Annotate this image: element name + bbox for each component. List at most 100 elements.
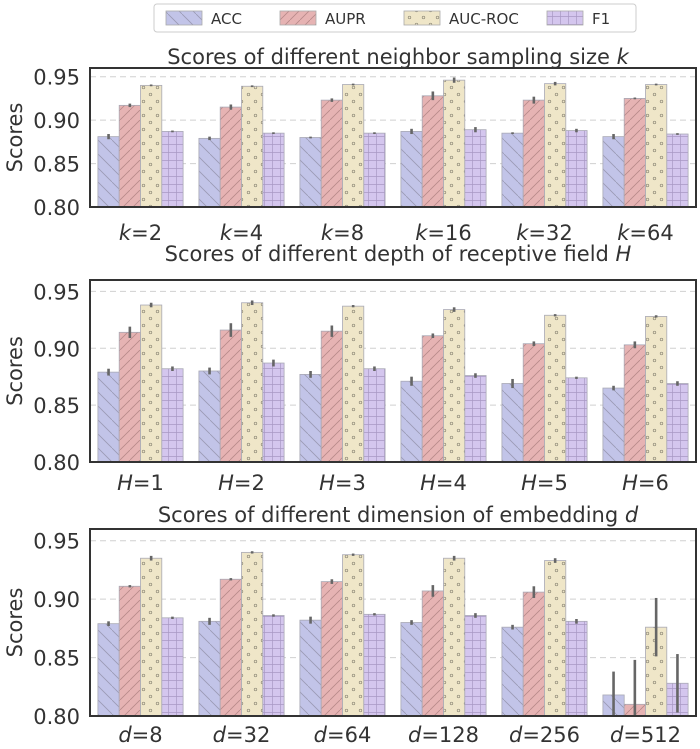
x-tick-label: H=1 (117, 471, 164, 495)
bar-aupr-k16 (421, 95, 444, 208)
bar-aupr-H5 (522, 343, 545, 463)
bar-f1-H1 (161, 368, 184, 463)
legend-swatch (279, 10, 317, 26)
bar-f1-H3 (363, 368, 386, 463)
legend-swatch (403, 10, 441, 26)
legend-label: F1 (592, 10, 610, 28)
bar-acc-k8 (299, 137, 322, 208)
x-tick-label: H=4 (420, 471, 467, 495)
bar-auc-roc-k64 (645, 84, 668, 208)
bar-aupr-d64 (320, 581, 343, 717)
legend-label: ACC (211, 10, 242, 28)
x-tick-label: k=16 (415, 221, 472, 245)
chart-panel-3: Scores of different dimension of embeddi… (3, 503, 697, 747)
x-tick-label: d=512 (610, 723, 681, 747)
chart-title: Scores of different depth of receptive f… (165, 242, 632, 266)
bar-aupr-k64 (623, 98, 646, 208)
y-tick-label: 0.90 (33, 109, 80, 133)
y-tick-label: 0.85 (33, 153, 80, 177)
x-tick-label: d=128 (408, 723, 479, 747)
legend: ACC AUPR AUC-ROC F1 (153, 3, 637, 33)
bar-acc-d64 (299, 619, 322, 717)
x-tick-label: k=64 (617, 221, 674, 245)
y-tick-label: 0.95 (33, 280, 80, 304)
bar-acc-H2 (198, 370, 221, 463)
y-axis-label: Scores (3, 588, 27, 658)
bar-aupr-d128 (421, 590, 444, 717)
y-tick-label: 0.85 (33, 647, 80, 671)
x-tick-label: k=4 (220, 221, 263, 245)
legend-item: AUPR (279, 10, 366, 28)
bar-acc-H3 (299, 374, 322, 463)
x-tick-label: k=8 (321, 221, 364, 245)
axes-frame (89, 279, 697, 463)
y-tick-label: 0.95 (33, 66, 80, 90)
chart-title: Scores of different neighbor sampling si… (167, 45, 629, 69)
bar-aupr-H4 (421, 335, 444, 463)
bar-f1-k8 (363, 132, 386, 208)
x-tick-label: d=64 (314, 723, 372, 747)
x-tick-label: k=2 (119, 221, 162, 245)
bar-aupr-d256 (522, 591, 545, 717)
bar-aupr-k8 (320, 99, 343, 208)
bar-f1-d64 (363, 613, 386, 717)
chart-panel-2: Scores of different depth of receptive f… (3, 242, 697, 495)
bar-auc-roc-d128 (443, 557, 466, 717)
bar-f1-k64 (666, 133, 689, 208)
bar-auc-roc-H4 (443, 309, 466, 463)
bar-aupr-H6 (623, 344, 646, 463)
y-axis-label: Scores (3, 103, 27, 173)
bar-acc-d32 (198, 620, 221, 717)
bar-acc-k32 (501, 132, 524, 208)
bar-acc-k16 (400, 131, 423, 208)
legend-swatch (546, 10, 584, 26)
bar-aupr-H1 (118, 331, 141, 463)
chart-title: Scores of different dimension of embeddi… (158, 503, 639, 527)
bar-f1-k16 (464, 129, 487, 208)
bar-acc-k4 (198, 137, 221, 208)
bar-auc-roc-k8 (342, 84, 365, 208)
x-tick-label: k=32 (516, 221, 573, 245)
x-tick-label: H=5 (521, 471, 568, 495)
bar-auc-roc-H3 (342, 305, 365, 463)
legend-swatch (165, 10, 203, 26)
bar-auc-roc-H6 (645, 315, 668, 463)
bar-f1-d8 (161, 617, 184, 717)
bar-aupr-H2 (219, 329, 242, 463)
x-tick-label: d=32 (213, 723, 271, 747)
bar-auc-roc-d256 (544, 560, 567, 717)
bar-acc-H5 (501, 383, 524, 463)
bar-acc-H4 (400, 380, 423, 463)
legend-frame (153, 3, 637, 33)
axes-frame (89, 67, 697, 208)
legend-item: ACC (165, 10, 242, 28)
y-axis-label: Scores (3, 336, 27, 406)
x-tick-label: d=8 (118, 723, 162, 747)
bar-aupr-k2 (118, 104, 141, 208)
bar-auc-roc-d64 (342, 554, 365, 717)
legend-label: AUC-ROC (449, 10, 519, 28)
x-tick-label: H=2 (218, 471, 265, 495)
bar-auc-roc-H5 (544, 314, 567, 463)
bar-aupr-k4 (219, 106, 242, 208)
bar-f1-k2 (161, 131, 184, 208)
bar-f1-H2 (262, 362, 285, 463)
y-tick-label: 0.85 (33, 394, 80, 418)
bar-auc-roc-k32 (544, 83, 567, 208)
bar-f1-d256 (565, 620, 588, 717)
bar-auc-roc-d8 (140, 557, 163, 717)
axes-frame (89, 528, 697, 717)
x-tick-label: H=6 (622, 471, 669, 495)
bar-aupr-k32 (522, 99, 545, 208)
y-tick-label: 0.80 (33, 451, 80, 475)
bar-f1-k4 (262, 132, 285, 208)
bar-acc-k2 (97, 136, 120, 208)
bar-f1-H5 (565, 377, 588, 463)
bar-auc-roc-k4 (241, 85, 264, 208)
bar-auc-roc-k16 (443, 79, 466, 208)
bar-aupr-d32 (219, 578, 242, 717)
bar-auc-roc-k2 (140, 84, 163, 208)
chart-panel-1: Scores of different neighbor sampling si… (3, 45, 697, 245)
bar-acc-H1 (97, 371, 120, 463)
